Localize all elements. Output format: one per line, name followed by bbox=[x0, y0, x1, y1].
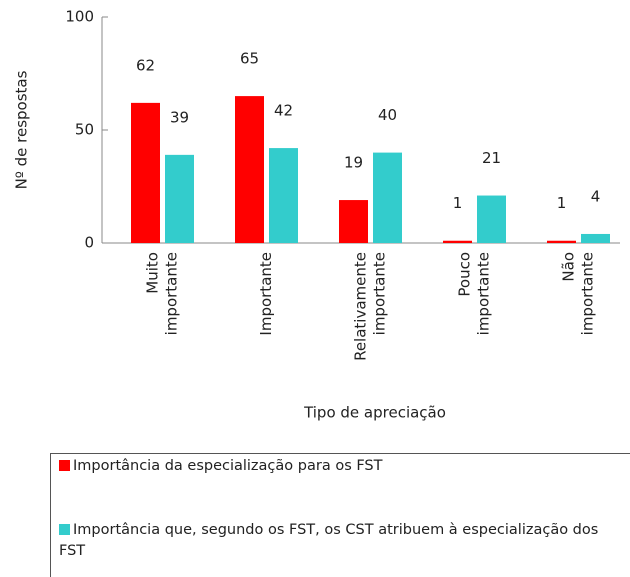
value-label: 42 bbox=[274, 102, 293, 120]
x-axis-label: Tipo de apreciação bbox=[303, 404, 446, 422]
bar bbox=[269, 148, 298, 243]
bar bbox=[373, 152, 402, 243]
bar bbox=[581, 233, 610, 243]
value-label: 19 bbox=[344, 154, 363, 172]
x-tick-label: Nãoimportante bbox=[559, 252, 596, 335]
value-label: 1 bbox=[557, 194, 567, 212]
value-label: 40 bbox=[378, 106, 397, 124]
x-tick-label: Importante bbox=[257, 252, 275, 336]
legend-label: Importância da especialização para os FS… bbox=[73, 458, 383, 474]
legend: Importância da especialização para os FS… bbox=[50, 453, 630, 577]
bar bbox=[165, 154, 194, 243]
legend-swatch bbox=[59, 460, 70, 471]
legend-label: Importância que, segundo os FST, os CST … bbox=[59, 522, 599, 559]
y-tick-label: 0 bbox=[84, 234, 94, 252]
y-axis-label: Nº de respostas bbox=[13, 70, 31, 189]
value-label: 65 bbox=[240, 50, 259, 68]
bar bbox=[339, 200, 368, 243]
bar bbox=[443, 240, 472, 243]
bar bbox=[235, 96, 264, 243]
bar bbox=[477, 195, 506, 243]
legend-entry: Importância que, segundo os FST, os CST … bbox=[59, 520, 629, 562]
legend-entry: Importância da especialização para os FS… bbox=[59, 456, 629, 477]
y-tick-label: 100 bbox=[65, 8, 94, 26]
bar bbox=[131, 102, 160, 243]
bar bbox=[547, 240, 576, 243]
y-tick-label: 50 bbox=[75, 121, 94, 139]
chart: Nº de respostas Tipo de apreciação 0 50 10… bbox=[13, 8, 620, 422]
x-tick-label: Muitoimportante bbox=[143, 252, 180, 335]
value-label: 62 bbox=[136, 56, 155, 74]
x-tick-label: Relativamenteimportante bbox=[351, 252, 388, 361]
value-label: 4 bbox=[591, 187, 601, 205]
x-tick-label: Poucoimportante bbox=[455, 252, 492, 335]
value-label: 1 bbox=[453, 194, 463, 212]
value-label: 39 bbox=[170, 108, 189, 126]
value-label: 21 bbox=[482, 149, 501, 167]
legend-swatch bbox=[59, 524, 70, 535]
